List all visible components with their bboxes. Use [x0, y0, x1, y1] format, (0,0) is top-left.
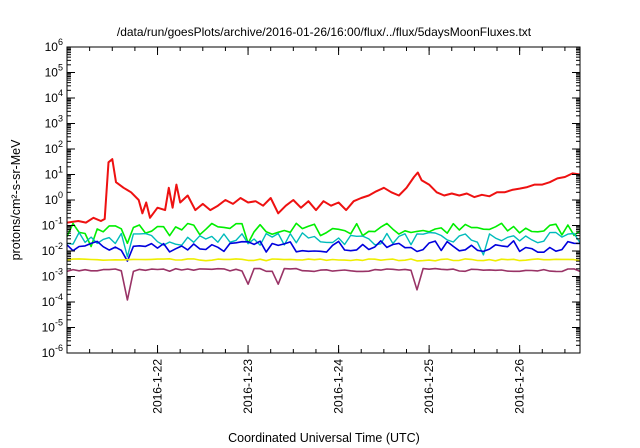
plot-frame [66, 46, 581, 354]
y-tick-label: 10-6 [42, 343, 63, 360]
y-tick-label: 100 [45, 190, 63, 207]
x-tick-label: 2016-1-26 [513, 359, 527, 414]
y-tick-label: 102 [45, 139, 63, 156]
series-5-line [66, 267, 581, 301]
y-tick-label: 10-1 [42, 216, 63, 233]
x-axis-label: Coordinated Universal Time (UTC) [228, 431, 420, 445]
y-tick-exponent: -5 [55, 318, 63, 328]
y-tick-label: 10-4 [42, 292, 63, 309]
y-tick-label: 105 [45, 63, 63, 80]
y-tick-exponent: 6 [58, 37, 63, 47]
y-tick-label: 101 [45, 165, 63, 182]
y-tick-exponent: -1 [55, 216, 63, 226]
series-2-line [66, 231, 581, 258]
y-tick-exponent: -4 [55, 292, 63, 302]
x-tick-label: 2016-1-22 [151, 359, 165, 414]
series-0-line [66, 158, 581, 224]
y-tick-label: 103 [45, 114, 63, 131]
x-tick-label: 2016-1-23 [241, 359, 255, 414]
y-tick-exponent: -6 [55, 343, 63, 353]
series-1-line [66, 222, 581, 248]
y-tick-label: 104 [45, 88, 63, 105]
y-tick-label: 10-2 [42, 241, 63, 258]
x-tick-label: 2016-1-24 [332, 359, 346, 414]
y-tick-exponent: -3 [55, 267, 63, 277]
x-tick-label: 2016-1-25 [422, 359, 436, 414]
y-tick-label: 106 [45, 37, 63, 54]
chart-title: /data/run/goesPlots/archive/2016-01-26/1… [117, 25, 532, 39]
y-axis-label: protons/cm²-s-sr-MeV [9, 139, 23, 261]
y-tick-exponent: 5 [58, 63, 63, 73]
series-3-line [66, 240, 581, 262]
y-tick-exponent: 3 [58, 114, 63, 124]
series-layer [66, 158, 581, 301]
y-tick-exponent: 4 [58, 88, 63, 98]
y-tick-exponent: -2 [55, 241, 63, 251]
y-tick-exponent: 2 [58, 139, 63, 149]
series-4-line [66, 257, 581, 262]
y-tick-exponent: 1 [58, 165, 63, 175]
y-tick-label: 10-3 [42, 267, 63, 284]
y-tick-label: 10-5 [42, 318, 63, 335]
y-tick-exponent: 0 [58, 190, 63, 200]
